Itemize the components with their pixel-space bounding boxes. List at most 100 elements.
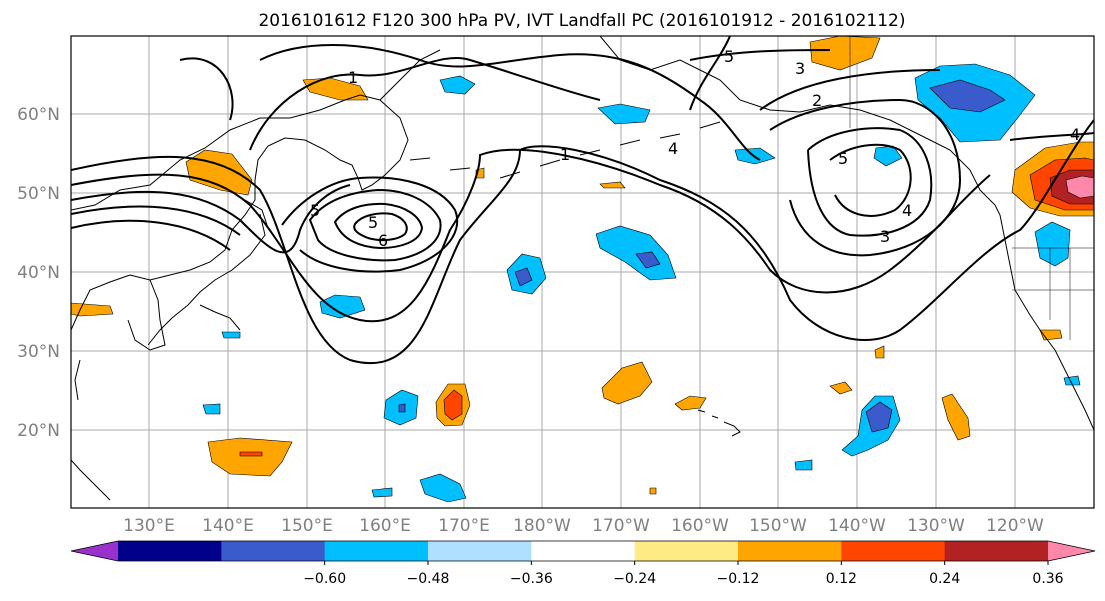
negative-anomaly-patch	[929, 79, 1006, 113]
colorbar-tick-label: −0.12	[717, 571, 760, 587]
colorbar: −0.60−0.48−0.36−0.24−0.120.120.240.360.4…	[70, 540, 1096, 587]
negative-anomaly-patch	[595, 225, 677, 281]
contour-label: 6	[378, 231, 388, 250]
contour-label: 4	[902, 201, 912, 220]
positive-anomaly-patch	[829, 381, 853, 395]
negative-anomaly-patch	[202, 403, 221, 415]
colorbar-tick-label: 0.12	[826, 571, 857, 587]
contour-label: 3	[795, 59, 805, 78]
colorbar-swatch	[841, 541, 946, 561]
pv-contour-6	[308, 188, 442, 262]
pv-contour-5	[71, 49, 912, 273]
positive-anomaly-patch	[207, 437, 293, 477]
lat-label: 60°N	[17, 105, 60, 125]
pv-contour-2-north	[759, 69, 941, 111]
lon-label: 140°W	[828, 516, 886, 536]
colorbar-swatch	[118, 541, 222, 561]
contour-label: 2	[812, 91, 822, 110]
colorbar-swatch	[944, 541, 1049, 561]
contour-labels: 1 1 2 3 3 4 4 4 5 5 5 5 6	[310, 47, 1080, 250]
contour-label: 1	[560, 145, 570, 164]
lon-label: 180°W	[513, 516, 571, 536]
negative-anomaly-patch	[319, 294, 366, 319]
colorbar-tick-label: 0.36	[1032, 571, 1063, 587]
lon-label: 130°W	[907, 516, 965, 536]
lat-label: 30°N	[17, 342, 60, 362]
negative-anomaly-patch	[419, 473, 467, 503]
lon-label: 170°W	[592, 516, 650, 536]
negative-anomaly-patch	[398, 403, 406, 413]
map-title: 2016101612 F120 300 hPa PV, IVT Landfall…	[258, 11, 905, 31]
negative-anomaly-patch	[514, 267, 533, 287]
positive-anomaly-patch	[443, 389, 463, 421]
negative-anomaly-patch	[865, 401, 893, 433]
map-panel: 1 1 2 3 3 4 4 4 5 5 5 5 6	[71, 36, 1094, 508]
positive-anomaly-patch	[809, 36, 881, 71]
contour-label: 5	[368, 213, 378, 232]
north-america-coastline	[999, 214, 1094, 431]
japan-islands-coastline	[199, 199, 269, 331]
latitude-labels: 60°N 50°N 40°N 30°N 20°N	[17, 105, 60, 441]
contour-label: 4	[1070, 125, 1080, 144]
pv-contour-ridge	[179, 36, 731, 121]
colorbar-tick-label: −0.24	[613, 571, 656, 587]
negative-anomaly-patch	[597, 103, 651, 125]
lon-label: 170°E	[438, 516, 490, 536]
japan-coastline	[147, 213, 266, 346]
positive-anomaly-patch	[239, 451, 263, 457]
negative-anomaly-patch	[1063, 375, 1081, 386]
colorbar-swatch	[428, 541, 532, 561]
pv-contour-8	[353, 212, 408, 242]
lon-label: 140°E	[202, 516, 254, 536]
asia-coastline	[71, 94, 409, 331]
colorbar-extend-max	[1048, 541, 1095, 561]
contour-label: 5	[724, 47, 734, 66]
longitude-labels: 130°E 140°E 150°E 160°E 170°E 180°W 170°…	[123, 516, 1044, 536]
colorbar-tick-label: 0.24	[929, 571, 960, 587]
positive-anomaly-patch	[1065, 175, 1094, 199]
lat-label: 40°N	[17, 263, 60, 283]
contour-label: 3	[880, 227, 890, 246]
hawaii-islands	[697, 409, 741, 437]
contour-label: 4	[668, 139, 678, 158]
colorbar-swatch	[634, 541, 739, 561]
pv-contour-1-north	[249, 56, 601, 151]
positive-anomaly-patch	[874, 345, 885, 359]
korea-coastline	[127, 279, 166, 351]
lat-label: 50°N	[17, 184, 60, 204]
lon-label: 160°W	[671, 516, 729, 536]
negative-anomaly-patch	[1034, 221, 1071, 267]
positive-anomaly-patch	[599, 181, 626, 189]
lon-label: 150°E	[281, 516, 333, 536]
colorbar-tick-label: −0.36	[510, 571, 553, 587]
pv-contour-3	[71, 98, 962, 257]
lat-label: 20°N	[17, 421, 60, 441]
pv-contour-4	[71, 127, 1094, 237]
alaska-coastline	[599, 36, 1001, 216]
positive-anomaly-patch	[185, 149, 253, 196]
us-state-lines	[1012, 248, 1094, 340]
colorbar-swatch	[531, 541, 636, 561]
southeast-asia-coastline	[71, 359, 111, 501]
negative-anomaly-patch	[439, 75, 476, 95]
colorbar-swatch	[324, 541, 429, 561]
negative-anomaly-patch	[221, 331, 241, 339]
negative-anomaly-patch	[635, 251, 661, 269]
pv-contour-7	[333, 202, 424, 250]
contour-label: 5	[310, 201, 320, 220]
positive-anomaly-patch	[941, 393, 971, 441]
positive-anomaly-patch	[674, 395, 707, 411]
positive-anomaly-patch	[649, 487, 657, 495]
pv-contour-trough	[259, 44, 761, 161]
map-frame	[70, 35, 1095, 509]
kamchatka-coastline	[379, 49, 441, 101]
negative-anomaly-patch	[794, 459, 813, 471]
pv-contours	[71, 36, 1094, 364]
pv-shading	[71, 36, 1094, 503]
lon-label: 130°E	[123, 516, 175, 536]
lon-label: 160°E	[359, 516, 411, 536]
colorbar-swatch	[221, 541, 326, 561]
coastlines	[71, 36, 1094, 501]
positive-anomaly-patch	[601, 361, 653, 405]
